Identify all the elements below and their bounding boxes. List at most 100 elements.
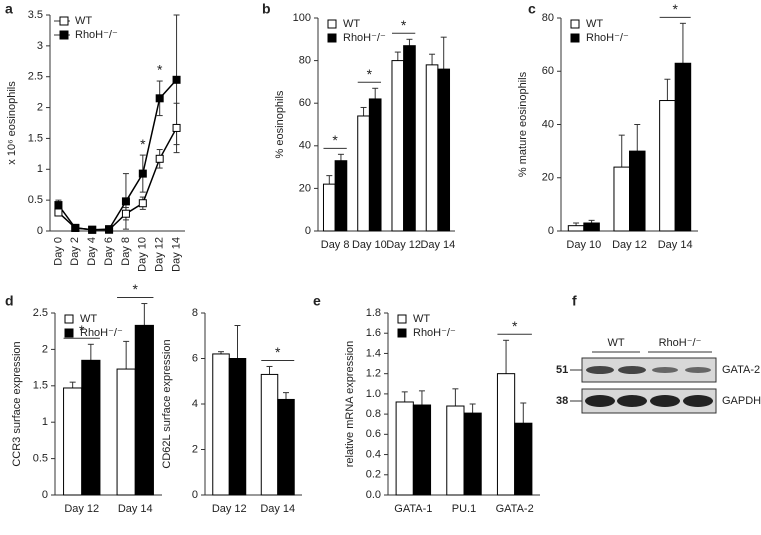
x-tick-label: Day 8 bbox=[321, 239, 350, 251]
legend-label: WT bbox=[413, 313, 430, 325]
y-tick-label: 8 bbox=[192, 307, 198, 319]
legend-swatch bbox=[570, 19, 580, 29]
bar bbox=[228, 358, 247, 496]
x-tick-label: PU.1 bbox=[452, 503, 476, 515]
blot-panel: f WT RhoH⁻/⁻ 51 38 GATA-2 GAPDH bbox=[556, 293, 761, 414]
bar bbox=[322, 183, 336, 232]
x-tick-label: Day 8 bbox=[120, 237, 132, 266]
y-tick-label: 60 bbox=[542, 65, 554, 77]
y-tick-label: 0.6 bbox=[366, 428, 381, 440]
x-tick-label: GATA-2 bbox=[496, 503, 534, 515]
panel-label: a bbox=[5, 1, 13, 17]
bar bbox=[81, 359, 101, 496]
x-tick-label: Day 14 bbox=[118, 503, 153, 515]
bar bbox=[63, 387, 83, 496]
y-tick-label: 40 bbox=[542, 118, 554, 130]
bar bbox=[260, 373, 279, 496]
bar bbox=[134, 324, 154, 496]
y-axis-label: x 10⁶ eosinophils bbox=[6, 81, 18, 165]
panel-label: b bbox=[262, 1, 271, 17]
annotation: * bbox=[133, 281, 139, 297]
bar bbox=[334, 160, 348, 232]
bar bbox=[395, 401, 414, 496]
x-tick-label: Day 14 bbox=[260, 503, 295, 515]
blot-bands bbox=[585, 366, 713, 407]
legend-label: RhoH⁻/⁻ bbox=[343, 32, 386, 44]
y-tick-label: 2 bbox=[42, 343, 48, 355]
annotation: * bbox=[275, 344, 281, 360]
x-tick-label: Day 12 bbox=[612, 239, 647, 251]
band bbox=[585, 395, 615, 407]
bar bbox=[437, 68, 451, 232]
y-axis-label: CD62L surface expression bbox=[161, 339, 173, 468]
y-tick-label: 1 bbox=[37, 163, 43, 175]
bar bbox=[629, 150, 646, 232]
band bbox=[617, 395, 647, 407]
x-tick-label: Day 10 bbox=[352, 239, 387, 251]
marker bbox=[54, 208, 63, 217]
y-tick-label: 1.8 bbox=[366, 307, 381, 319]
x-tick-label: Day 14 bbox=[170, 237, 182, 272]
bar bbox=[583, 222, 600, 232]
panel-label: d bbox=[5, 293, 14, 309]
bar bbox=[212, 353, 230, 496]
bar bbox=[463, 412, 482, 496]
legend-label: RhoH⁻/⁻ bbox=[75, 29, 118, 41]
bar bbox=[613, 166, 630, 232]
marker bbox=[71, 223, 80, 232]
marker-label: 38 bbox=[556, 395, 568, 407]
y-tick-label: 4 bbox=[192, 398, 198, 410]
y-tick-label: 0.4 bbox=[366, 448, 381, 460]
x-tick-label: Day 12 bbox=[64, 503, 99, 515]
x-tick-label: Day 10 bbox=[137, 237, 149, 272]
legend-label: RhoH⁻/⁻ bbox=[80, 327, 123, 339]
bar bbox=[567, 225, 585, 232]
y-tick-label: 40 bbox=[299, 140, 311, 152]
y-tick-label: 0 bbox=[192, 489, 198, 501]
y-tick-label: 1.0 bbox=[366, 388, 381, 400]
legend-swatch bbox=[397, 328, 407, 338]
y-tick-label: 1 bbox=[42, 416, 48, 428]
y-tick-label: 0 bbox=[305, 225, 311, 237]
y-tick-label: 1.2 bbox=[366, 368, 381, 380]
legend-swatch bbox=[59, 30, 69, 40]
band bbox=[683, 395, 713, 407]
panel-label: f bbox=[572, 293, 577, 309]
y-axis-label: % eosinophils bbox=[274, 90, 286, 158]
legend-label: WT bbox=[80, 313, 97, 325]
y-tick-label: 0 bbox=[548, 225, 554, 237]
marker bbox=[54, 201, 63, 210]
y-tick-label: 60 bbox=[299, 97, 311, 109]
x-tick-label: Day 0 bbox=[52, 237, 64, 266]
annotation: * bbox=[332, 132, 338, 148]
bar bbox=[514, 422, 533, 496]
y-tick-label: 80 bbox=[299, 55, 311, 67]
legend-label: WT bbox=[343, 18, 360, 30]
bar bbox=[412, 404, 432, 496]
x-tick-label: Day 14 bbox=[658, 239, 693, 251]
annotation: * bbox=[140, 136, 146, 152]
legend-swatch bbox=[397, 314, 407, 324]
legend-swatch bbox=[59, 16, 69, 26]
legend-swatch bbox=[327, 19, 337, 29]
bar bbox=[496, 373, 516, 496]
y-tick-label: 2 bbox=[192, 443, 198, 455]
y-tick-label: 0.0 bbox=[366, 489, 381, 501]
y-tick-label: 0 bbox=[42, 489, 48, 501]
legend-swatch bbox=[64, 328, 74, 338]
bar bbox=[425, 64, 439, 232]
y-tick-label: 6 bbox=[192, 352, 198, 364]
marker-label: 51 bbox=[556, 364, 568, 376]
band bbox=[685, 367, 711, 373]
marker bbox=[155, 154, 164, 163]
group-label: RhoH⁻/⁻ bbox=[659, 337, 702, 349]
bar bbox=[674, 62, 692, 232]
x-tick-label: Day 6 bbox=[103, 237, 115, 266]
panel-label: c bbox=[528, 1, 536, 17]
y-tick-label: 0.2 bbox=[366, 469, 381, 481]
y-tick-label: 0 bbox=[37, 225, 43, 237]
legend-label: WT bbox=[586, 18, 603, 30]
bar bbox=[116, 368, 136, 496]
y-tick-label: 2.5 bbox=[33, 307, 48, 319]
y-tick-label: 2 bbox=[37, 101, 43, 113]
